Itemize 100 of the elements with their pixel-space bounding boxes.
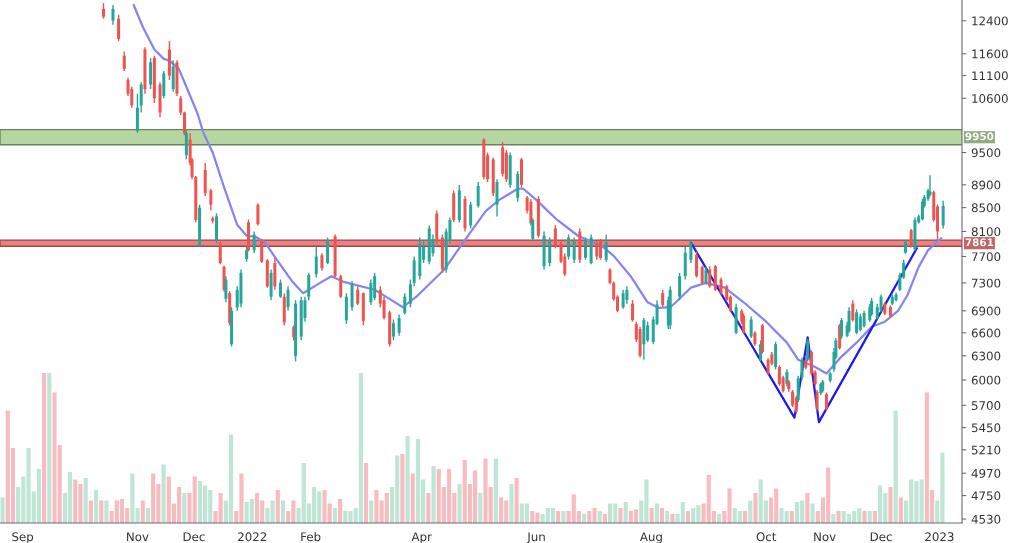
bar [836,511,841,523]
candlestick [307,272,311,301]
bar [893,410,898,523]
candlestick [621,289,625,310]
bar [618,508,623,523]
candlestick [391,318,395,342]
x-tick-label: Dec [870,532,892,542]
bar [608,503,613,523]
candlestick [941,199,945,230]
candlestick [713,264,717,292]
bar [384,493,389,523]
candlestick [269,268,273,301]
bar [514,478,519,523]
bar [753,493,758,523]
candlestick [111,4,115,26]
candlestick [203,162,207,197]
y-tick-label: 11100 [972,71,1008,81]
y-tick-label: 5210 [971,445,1001,455]
bar [280,500,286,523]
y-tick-label: 10600 [972,94,1008,103]
bar [400,454,405,523]
bar [363,463,369,523]
bar [99,500,104,523]
bar [524,503,530,523]
candlestick [567,233,571,261]
bar [810,503,815,523]
candlestick [171,59,175,93]
bar [457,484,462,523]
bar [478,493,483,523]
bar [332,508,337,523]
candlestick [553,224,557,249]
bar [498,497,504,523]
bar [431,466,436,523]
bar [691,508,696,523]
candlestick [695,250,699,279]
bar [748,500,753,523]
y-tick-label: 9500 [971,148,1001,158]
candlestick [909,228,913,249]
bar [83,478,88,523]
candlestick [149,57,153,90]
candlestick [122,50,126,72]
x-tick-label: Feb [301,532,321,542]
bar [228,434,234,523]
bar [265,508,270,523]
y-tick-label: 11600 [972,49,1008,59]
candlestick [279,278,283,299]
bar [151,473,156,523]
x-tick-label: 2022 [238,532,267,542]
candlestick [531,217,535,242]
x-tick-label: Nov [127,532,149,542]
bar [410,473,415,523]
y-tick-label: 6300 [971,351,1001,361]
candlestick [369,278,373,306]
bar [623,502,628,523]
bar [145,508,151,523]
y-tick-label: 6600 [971,328,1001,338]
candlestick [403,292,407,316]
candlestick [469,201,473,230]
bar [182,493,187,523]
candlestick [599,238,603,261]
candlestick [162,70,166,100]
candlestick [117,14,121,42]
candlestick [583,236,587,261]
candlestick [256,202,260,227]
candlestick [179,95,183,116]
x-tick-label: Oct [756,532,777,542]
bar [93,490,99,523]
candlestick [678,272,682,301]
bar [47,373,52,523]
candlestick [209,188,213,212]
band-label: 9950 [965,132,994,141]
bar [130,473,135,523]
candlestick [749,315,753,339]
y-tick-label: 6900 [971,306,1001,316]
bar [509,484,514,523]
x-tick-label: Sep [12,532,34,543]
x-tick-label: Aug [639,532,662,543]
candlestick [572,236,576,264]
candlestick [646,320,650,343]
y-tick-label: 6000 [971,375,1001,385]
candlestick [344,292,348,325]
candlestick [397,313,401,337]
candlestick [350,280,354,312]
bar [862,511,867,523]
candlestick [326,236,330,265]
candlestick [286,285,290,312]
x-tick-label: Apr [411,532,432,543]
candlestick [840,317,844,340]
bar [119,499,125,523]
candlestick [806,338,810,363]
bar [898,497,903,523]
y-tick-label: 4970 [971,468,1001,478]
y-tick-label: 8900 [971,180,1001,190]
bar [805,493,810,523]
candlestick [815,389,819,412]
y-tick-label: 7700 [972,252,1001,262]
bar [140,500,145,523]
candlestick [516,170,520,203]
bar [254,493,260,523]
x-tick-label: Dec [183,532,205,542]
